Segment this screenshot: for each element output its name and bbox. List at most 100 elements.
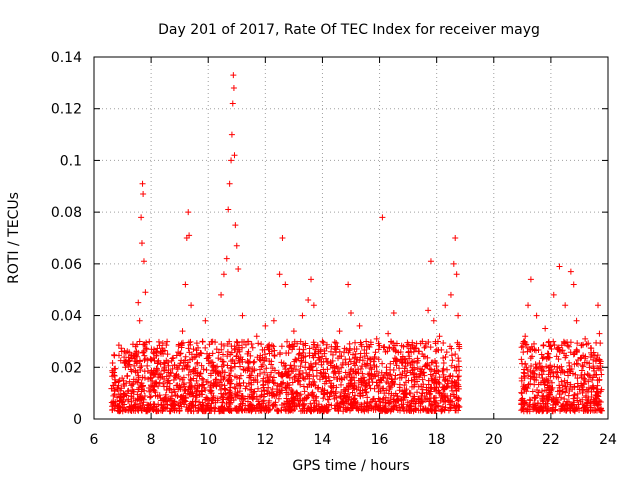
band-point — [361, 347, 368, 354]
band-point — [139, 383, 146, 390]
band-point — [420, 369, 427, 376]
band-point — [323, 404, 330, 411]
band-point — [270, 374, 277, 381]
band-point — [322, 355, 329, 362]
band-point — [168, 357, 175, 364]
data-point — [587, 353, 594, 360]
data-point — [173, 364, 180, 371]
band-point — [312, 361, 319, 368]
band-point — [224, 353, 231, 360]
band-point — [129, 381, 136, 388]
band-point — [237, 372, 244, 379]
band-point — [111, 388, 118, 395]
band-point — [206, 341, 213, 348]
band-point — [351, 400, 358, 407]
band-point — [433, 346, 440, 353]
band-point — [352, 351, 359, 358]
data-point — [239, 312, 246, 319]
data-point — [193, 351, 200, 358]
band-point — [584, 370, 591, 377]
band-point — [553, 394, 560, 401]
data-point — [179, 328, 186, 335]
band-point — [134, 406, 141, 413]
band-point — [233, 352, 240, 359]
band-point — [532, 347, 539, 354]
band-point — [244, 358, 251, 365]
band-point — [425, 339, 432, 346]
data-point — [230, 85, 237, 92]
band-point — [164, 383, 171, 390]
band-point — [288, 387, 295, 394]
data-point — [430, 317, 437, 324]
x-tick-label: 8 — [147, 432, 156, 448]
x-tick-label: 14 — [314, 432, 332, 448]
band-point — [218, 363, 225, 370]
data-point — [527, 276, 534, 283]
band-point — [133, 359, 140, 366]
band-point — [165, 377, 172, 384]
data-point — [262, 322, 269, 329]
band-point — [178, 403, 185, 410]
band-point — [540, 341, 547, 348]
band-point — [182, 398, 189, 405]
band-point — [404, 399, 411, 406]
band-point — [183, 363, 190, 370]
band-point — [544, 382, 551, 389]
band-point — [355, 369, 362, 376]
band-point — [444, 392, 451, 399]
x-axis-label: GPS time / hours — [292, 458, 409, 474]
x-axis-tick-labels: 6 8 10 12 14 16 18 20 22 24 — [90, 432, 617, 448]
band-point — [557, 369, 564, 376]
band-point — [580, 363, 587, 370]
data-point — [218, 291, 225, 298]
data-point — [282, 281, 289, 288]
band-point — [401, 387, 408, 394]
band-point — [246, 393, 253, 400]
band-point — [426, 390, 433, 397]
data-point — [228, 157, 235, 164]
band-point — [553, 353, 560, 360]
band-point — [326, 377, 333, 384]
data-point — [570, 281, 577, 288]
band-point — [520, 349, 527, 356]
band-point — [259, 354, 266, 361]
band-point — [240, 379, 247, 386]
band-point — [548, 379, 555, 386]
band-point — [446, 373, 453, 380]
band-point — [363, 406, 370, 413]
band-point — [574, 390, 581, 397]
band-point — [428, 401, 435, 408]
band-point — [384, 348, 391, 355]
band-point — [447, 405, 454, 412]
band-point — [125, 387, 132, 394]
band-point — [590, 365, 597, 372]
band-point — [368, 366, 375, 373]
data-point — [116, 377, 123, 384]
band-point — [385, 400, 392, 407]
band-point — [232, 345, 239, 352]
band-point — [209, 350, 216, 357]
band-point — [357, 393, 364, 400]
band-point — [346, 393, 353, 400]
band-point — [577, 398, 584, 405]
data-point — [308, 276, 315, 283]
band-point — [298, 355, 305, 362]
band-point — [170, 399, 177, 406]
band-point — [109, 406, 116, 413]
band-point — [365, 379, 372, 386]
band-point — [421, 344, 428, 351]
band-point — [341, 345, 348, 352]
x-tick-label: 22 — [542, 432, 560, 448]
band-point — [175, 399, 182, 406]
band-point — [224, 341, 231, 348]
y-axis-label: ROTI / TECUs — [6, 192, 22, 284]
band-point — [456, 367, 463, 374]
band-point — [279, 373, 286, 380]
band-point — [375, 346, 382, 353]
band-point — [543, 363, 550, 370]
band-point — [161, 375, 168, 382]
data-point — [182, 281, 189, 288]
band-point — [231, 390, 238, 397]
band-point — [336, 348, 343, 355]
band-point — [158, 401, 165, 408]
